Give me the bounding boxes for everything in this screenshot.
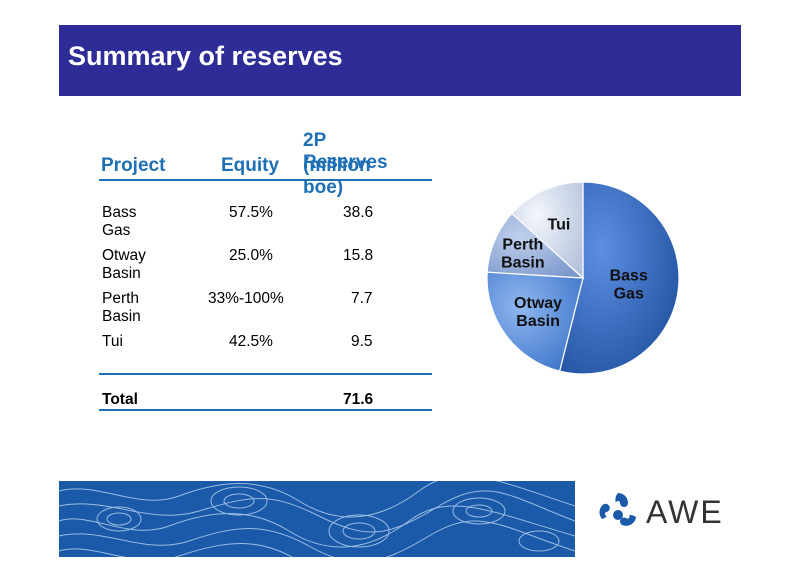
contour-pattern [59,481,575,557]
header-project: Project [101,155,166,176]
total-rule-bottom [99,409,432,411]
row-reserves: 9.5 [351,333,373,350]
row-project: Otway Basin [102,247,146,282]
row-equity: 42.5% [229,333,273,350]
row-reserves: 38.6 [343,204,374,221]
pie-slice-tui [511,181,584,280]
page-title: Summary of reserves [68,41,343,71]
row-project: Perth Basin [102,290,141,325]
pie-slice-bass-gas [558,181,680,375]
total-label: Total [102,391,138,408]
row-project: Bass Gas [102,204,137,239]
pie-label-tui: Tui [547,217,570,234]
header-rule [99,179,432,181]
total-reserves: 71.6 [343,391,374,408]
header-reserves-line2: (million boe) [303,155,371,198]
footer-contour-band [59,481,575,557]
pie-label-perth-basin: Perth Basin [501,237,545,272]
row-reserves: 7.7 [351,290,373,307]
header-reserves-line1: 2P Reserves [303,130,388,173]
awe-logo: AWE [596,489,736,535]
awe-logo-text: AWE [646,494,724,530]
pie-label-otway-basin: Otway Basin [514,295,562,330]
title-bar: Summary of reserves [59,25,741,96]
row-reserves: 15.8 [343,247,374,264]
row-project: Tui [102,333,123,350]
row-equity: 33%-100% [208,290,284,307]
header-equity: Equity [221,155,280,176]
row-equity: 57.5% [229,204,273,221]
awe-logo-icon [599,493,636,526]
pie-slice-otway-basin [486,271,584,372]
pie-label-bass-gas: Bass Gas [610,268,648,303]
row-equity: 25.0% [229,247,273,264]
total-rule-top [99,373,432,375]
